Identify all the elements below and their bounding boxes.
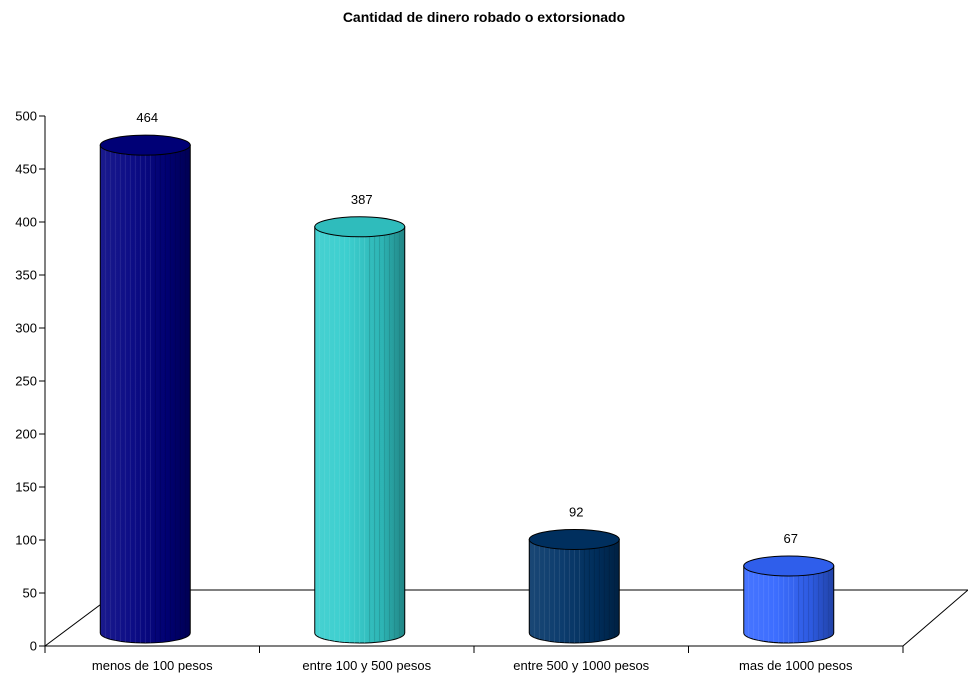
y-tick-label: 50 <box>23 586 37 601</box>
y-tick-label: 450 <box>15 162 37 177</box>
y-tick-label: 150 <box>15 480 37 495</box>
data-label: 92 <box>569 504 583 519</box>
y-tick-label: 400 <box>15 215 37 230</box>
bar <box>99 134 191 644</box>
bar-top <box>99 134 191 156</box>
x-tick-label: entre 500 y 1000 pesos <box>513 658 649 673</box>
y-tick-label: 250 <box>15 374 37 389</box>
data-labels: 464 387 92 67 <box>136 110 798 546</box>
x-tick-label: mas de 1000 pesos <box>739 658 853 673</box>
y-tick-label: 300 <box>15 321 37 336</box>
bar-top <box>743 555 835 577</box>
bar-top <box>528 528 620 550</box>
bar <box>314 216 406 644</box>
y-tick-label: 100 <box>15 533 37 548</box>
bar-top <box>314 216 406 238</box>
y-tick-label: 500 <box>15 109 37 124</box>
bars <box>99 134 835 644</box>
x-tick-label: menos de 100 pesos <box>92 658 213 673</box>
data-label: 67 <box>784 531 798 546</box>
x-axis: menos de 100 pesos entre 100 y 500 pesos e… <box>44 645 904 673</box>
y-tick-label: 350 <box>15 268 37 283</box>
y-axis: 0 50 100 150 200 250 300 350 400 450 500 <box>15 109 46 654</box>
bar <box>743 555 835 644</box>
data-label: 464 <box>136 110 158 125</box>
y-tick-label: 0 <box>30 639 37 654</box>
data-label: 387 <box>351 192 373 207</box>
x-tick-label: entre 100 y 500 pesos <box>302 658 431 673</box>
chart-title: Cantidad de dinero robado o extorsionado <box>342 9 626 25</box>
y-tick-label: 200 <box>15 427 37 442</box>
bar <box>528 528 620 644</box>
